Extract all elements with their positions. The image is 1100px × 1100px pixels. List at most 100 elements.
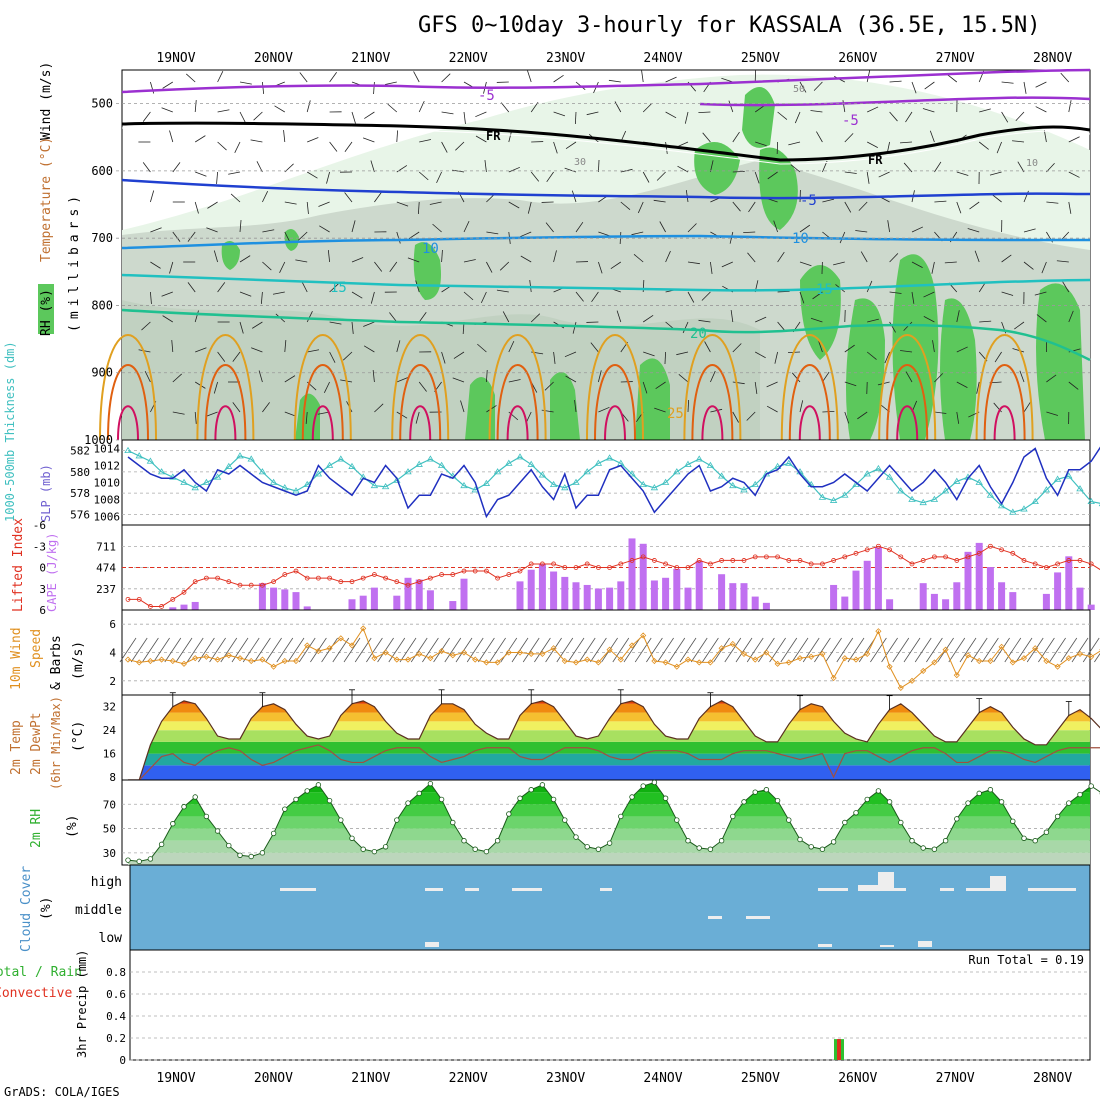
wind-barb — [262, 81, 265, 94]
cape-bar — [617, 581, 625, 610]
wind-barb — [413, 71, 420, 83]
wind-barb — [374, 403, 384, 413]
wind-barb — [499, 261, 510, 271]
date-label: 28NOV — [1033, 51, 1072, 66]
temp-contour-30 — [399, 364, 442, 441]
li-point — [685, 565, 691, 570]
wind-speed-point — [1088, 653, 1095, 660]
li-point — [573, 565, 579, 570]
thickness-axis: 582 580 578 576 1014 1012 1010 1008 1006 — [70, 443, 120, 524]
li-point — [327, 575, 333, 581]
wind-barb — [544, 381, 554, 391]
wind-barb — [232, 351, 241, 362]
wind-barb — [911, 81, 917, 94]
wind-barb — [374, 192, 382, 203]
wind-speed-line — [127, 627, 1100, 689]
wind-barb — [678, 373, 689, 383]
li-point — [416, 579, 422, 585]
rh2m-point — [808, 844, 814, 850]
wind-barb — [1023, 81, 1027, 94]
wind-barb — [306, 100, 311, 113]
contour-label: 10 — [422, 241, 439, 257]
rh2m-point — [483, 848, 490, 855]
wind-barb — [710, 370, 716, 383]
rh2m-point — [920, 845, 926, 851]
wind-gridlines — [122, 623, 1090, 682]
thickness-point — [874, 464, 883, 472]
wind-barb — [1035, 81, 1047, 88]
contour-label: 50 — [793, 84, 805, 95]
li-point — [674, 565, 680, 570]
wind-barb — [1043, 130, 1047, 143]
temp-contour-25 — [488, 334, 547, 441]
wind-barb — [373, 81, 375, 94]
wind-barb — [755, 316, 767, 323]
li-point — [159, 604, 165, 609]
temp-tick-label: 32 — [103, 701, 116, 714]
li-point — [540, 561, 545, 567]
rh2m-point — [125, 857, 131, 863]
thickness-point — [841, 491, 849, 498]
wind-barb — [463, 220, 470, 233]
wind-barb — [878, 171, 890, 178]
cape-tick-label: 237 — [96, 583, 116, 596]
thickness-point — [303, 480, 311, 488]
wind-barb — [948, 637, 966, 663]
wind-speed-point — [808, 653, 815, 660]
wind-barb — [710, 408, 723, 413]
wind-barb — [881, 637, 898, 663]
wind-barb — [746, 411, 756, 421]
wind-barb — [844, 411, 850, 424]
thickness-point — [729, 481, 737, 489]
li-point — [708, 561, 713, 567]
pressure-tick-label: 700 — [91, 231, 113, 245]
contour-label: 20 — [690, 326, 707, 342]
wind-speed-point — [516, 649, 524, 656]
wind-speed-point — [886, 663, 893, 670]
wind-barb — [900, 141, 913, 144]
rh2m-point — [976, 790, 982, 797]
li-point — [215, 575, 221, 581]
rh-blob — [759, 147, 798, 230]
thickness-point — [908, 495, 916, 502]
cape-bar — [729, 583, 737, 610]
temp-contour-30 — [301, 364, 344, 441]
wind-barb — [389, 312, 398, 323]
wind-barb — [766, 381, 778, 388]
rh2m-point — [1021, 835, 1027, 841]
wind-barb — [262, 229, 275, 233]
wind-barb — [1046, 201, 1059, 204]
wind-barb — [326, 171, 330, 184]
thickness-point — [314, 470, 323, 477]
wind-barb — [553, 250, 557, 263]
temp-contour-35 — [993, 405, 1016, 441]
wind-barb — [351, 257, 364, 263]
wind-barb — [1015, 111, 1025, 122]
wind-speed-point — [248, 657, 255, 665]
li-point — [730, 558, 736, 563]
temp-contour-35 — [604, 405, 626, 441]
wind10m-label-b: Speed — [29, 629, 44, 668]
wind-barb — [810, 110, 823, 113]
wind-label: Wind (m/s) — [39, 62, 54, 140]
cloud-high — [600, 888, 612, 891]
rh2m-point — [338, 817, 344, 823]
wind-barb — [767, 171, 778, 180]
wind-barb — [978, 141, 989, 150]
wind-speed-point — [875, 628, 882, 635]
temp-tick-label: 16 — [103, 748, 116, 761]
wind-barb — [791, 637, 809, 663]
slp-tick-label: 1008 — [94, 494, 121, 507]
wind-speed-point — [371, 655, 378, 662]
thickness-point — [650, 484, 659, 491]
wind-barb — [272, 291, 285, 295]
wind-barb — [119, 637, 137, 663]
rh2m-point — [517, 795, 523, 801]
wind-speed-point — [684, 656, 692, 663]
wind-barb — [641, 70, 644, 83]
temp-band — [128, 753, 1090, 766]
wind-barb — [591, 291, 599, 303]
thickness-point — [135, 452, 143, 459]
temp-contour-35 — [214, 405, 237, 441]
wind-speed-point — [1065, 655, 1072, 662]
